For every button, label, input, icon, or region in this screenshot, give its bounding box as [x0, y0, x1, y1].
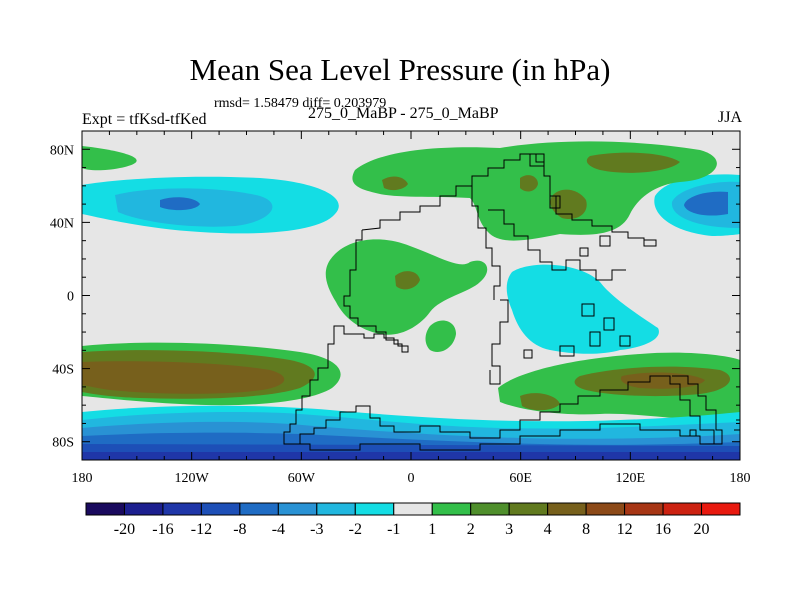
lon-tick-label: 0: [408, 471, 415, 486]
colorbar-swatch: [393, 502, 433, 516]
contour-asia-olive-1: [586, 152, 680, 173]
pressure-field: [82, 131, 740, 460]
colorbar-label: -8: [233, 521, 246, 538]
pangaea-outline: [283, 230, 723, 445]
colorbar-label: -1: [387, 521, 400, 538]
colorbar-label: 2: [467, 521, 475, 538]
contour-north-right-core: [684, 191, 728, 216]
colorbar-swatch: [85, 502, 125, 516]
colorbar-swatch: [508, 502, 549, 516]
colorbar-swatch: [585, 502, 626, 516]
colorbar-label: -4: [272, 521, 285, 538]
stats-subtitle: rmsd= 1.58479 diff= 0.203979: [214, 96, 387, 111]
lon-tick-label: 120E: [616, 471, 646, 486]
contour-asia-olive-3: [520, 175, 538, 192]
colorbar-label: 16: [655, 521, 671, 538]
season-label: JJA: [717, 109, 742, 126]
contour-south-small-olive: [520, 393, 560, 411]
contour-south-green-blob: [425, 320, 456, 353]
period-label: 275_0_MaBP - 275_0_MaBP: [308, 105, 499, 122]
inner-coast-a: [471, 186, 501, 300]
lon-tick-label: 180: [72, 471, 93, 486]
contour-europe-olive: [382, 176, 408, 191]
colorbar-swatch: [123, 502, 164, 516]
colorbar-swatch: [547, 502, 587, 516]
tethys-islands-2: [523, 335, 631, 359]
lon-tick-label: 60W: [288, 471, 316, 486]
contour-south-left-brown: [82, 361, 285, 394]
axis-ticks: [81, 131, 741, 460]
contour-tethys-cyan: [506, 264, 659, 354]
colorbar-label: -20: [114, 521, 135, 538]
colorbar-swatch: [200, 502, 241, 516]
experiment-label: Expt = tfKsd-tfKed: [82, 111, 207, 128]
lat-tick-label: 80N: [50, 143, 74, 158]
colorbar-swatch: [431, 502, 472, 516]
inner-coast-c: [489, 299, 509, 385]
north-islands: [529, 153, 611, 257]
colorbar-swatch: [239, 502, 279, 516]
laurasia-outline: [361, 153, 657, 247]
contour-south-right-brown: [620, 372, 705, 389]
colorbar-label: 12: [617, 521, 633, 538]
coast-east-detail: [689, 419, 740, 437]
contour-pangaea-olive: [395, 271, 420, 290]
colorbar-label: -3: [310, 521, 323, 538]
colorbar-labels: -20 -16 -12 -8 -4 -3 -2 -1 1 2 3 4 8 12 16 20: [114, 521, 710, 538]
colorbar-label: 20: [694, 521, 710, 538]
tethys-islands-1: [581, 303, 615, 347]
colorbar-label: 1: [428, 521, 436, 538]
lat-tick-label: 40S: [52, 363, 74, 378]
antarctic-coast: [284, 423, 722, 451]
colorbar-swatch: [624, 502, 664, 516]
contour-arctic-green: [82, 146, 137, 171]
lon-tick-label: 120W: [175, 471, 210, 486]
colorbar-swatch: [354, 502, 395, 516]
colorbar-swatch: [470, 502, 510, 516]
axis-labels: 180 120W 60W 0 60E 120E 180 80N 40N 0 40S 80S: [50, 143, 751, 486]
lat-tick-label: 40N: [50, 216, 74, 231]
colorbar: [85, 502, 741, 516]
lon-tick-label: 60E: [509, 471, 532, 486]
inner-coast-b: [488, 209, 626, 281]
colorbar-label: -2: [349, 521, 362, 538]
chart-title: Mean Sea Level Pressure (in hPa): [189, 52, 611, 87]
colorbar-swatch: [701, 502, 741, 516]
contour-north-left-core: [160, 197, 200, 211]
lon-tick-label: 180: [730, 471, 751, 486]
colorbar-label: -16: [152, 521, 173, 538]
colorbar-swatch: [277, 502, 318, 516]
colorbar-label: 4: [544, 521, 552, 538]
colorbar-swatch: [162, 502, 202, 516]
continent-outlines: [283, 153, 740, 451]
lat-tick-label: 0: [67, 290, 74, 305]
colorbar-swatch: [662, 502, 703, 516]
colorbar-label: 8: [582, 521, 590, 538]
lat-tick-label: 80S: [52, 436, 74, 451]
colorbar-label: -12: [191, 521, 212, 538]
colorbar-label: 3: [505, 521, 513, 538]
colorbar-swatch: [316, 502, 356, 516]
